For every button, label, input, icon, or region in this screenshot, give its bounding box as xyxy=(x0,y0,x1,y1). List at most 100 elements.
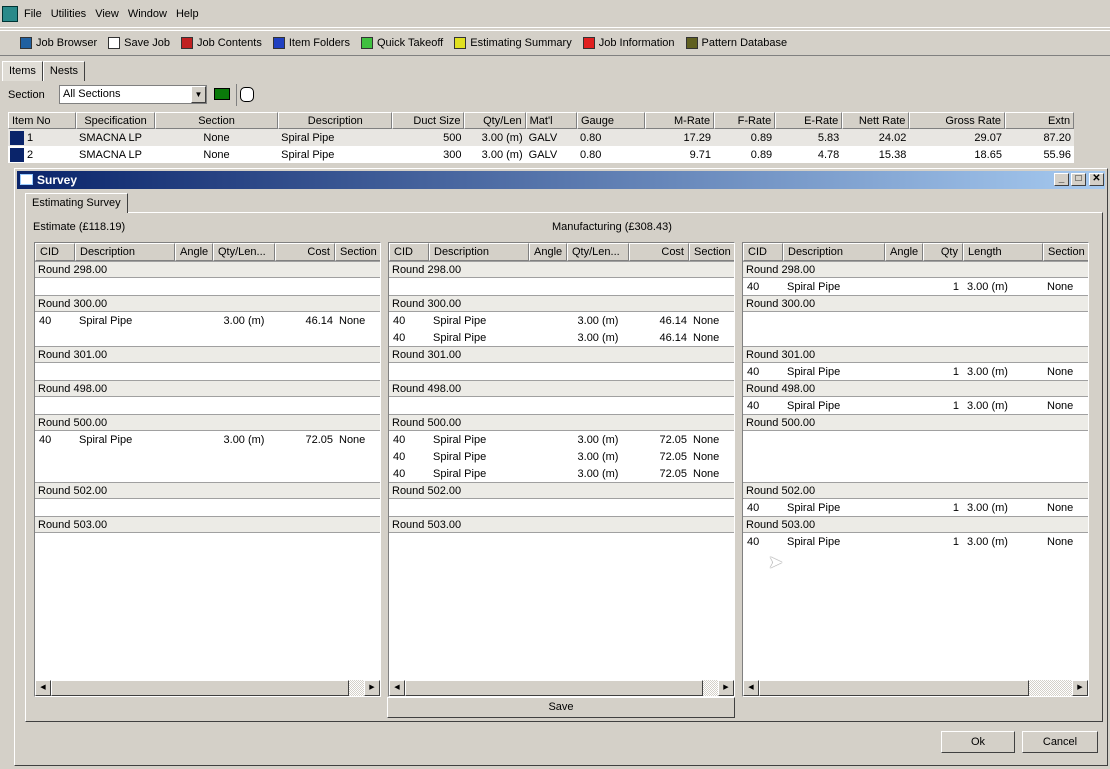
toolbar-button-pattern-database[interactable]: Pattern Database xyxy=(685,37,787,49)
table-row[interactable]: 2 SMACNA LP None Spiral Pipe 300 3.00 (m) GALV… xyxy=(8,146,1074,163)
column-header[interactable]: Duct Size xyxy=(392,112,465,129)
column-header[interactable]: Length xyxy=(963,243,1043,261)
list-item[interactable]: 40 Spiral Pipe 3.00 (m) 46.14 None xyxy=(389,312,734,329)
horizontal-scrollbar[interactable]: ◀ ▶ xyxy=(743,680,1088,696)
save-button[interactable]: Save xyxy=(387,697,735,718)
column-header[interactable]: Angle xyxy=(885,243,923,261)
ok-button[interactable]: Ok xyxy=(941,731,1015,753)
column-header[interactable]: Item No xyxy=(8,112,77,129)
column-header[interactable]: Extn xyxy=(1005,112,1075,129)
group-header[interactable]: Round 502.00 xyxy=(389,482,734,499)
toolbar-button-estimating-summary[interactable]: Estimating Summary xyxy=(454,37,572,49)
group-header[interactable]: Round 500.00 xyxy=(35,414,380,431)
group-header[interactable]: Round 300.00 xyxy=(389,295,734,312)
horizontal-scrollbar[interactable]: ◀ ▶ xyxy=(35,680,380,696)
column-header[interactable]: CID xyxy=(35,243,75,261)
column-header[interactable]: Nett Rate xyxy=(842,112,910,129)
chevron-down-icon[interactable]: ▼ xyxy=(191,86,206,103)
scroll-left-icon[interactable]: ◀ xyxy=(743,680,759,696)
horizontal-scrollbar[interactable]: ◀ ▶ xyxy=(389,680,734,696)
column-header[interactable]: Specification xyxy=(76,112,155,129)
column-header[interactable]: Mat'l xyxy=(525,112,577,129)
column-header[interactable]: Section xyxy=(335,243,380,261)
column-header[interactable]: Gauge xyxy=(576,112,646,129)
list-item[interactable]: 40 Spiral Pipe 3.00 (m) 46.14 None xyxy=(35,312,380,329)
menu-window[interactable]: Window xyxy=(127,7,167,20)
scroll-thumb[interactable] xyxy=(405,680,703,696)
toolbar-button-job-browser[interactable]: Job Browser xyxy=(20,37,97,49)
toolbar-button-save-job[interactable]: Save Job xyxy=(108,37,170,49)
group-header[interactable]: Round 500.00 xyxy=(743,414,1088,431)
list-item[interactable]: 40 Spiral Pipe 3.00 (m) 72.05 None xyxy=(389,431,734,448)
list-item[interactable]: 40 Spiral Pipe 1 3.00 (m) None xyxy=(743,363,1088,380)
cancel-button[interactable]: Cancel xyxy=(1022,731,1098,753)
column-header[interactable]: CID xyxy=(743,243,783,261)
list-item[interactable]: 40 Spiral Pipe 3.00 (m) 72.05 None xyxy=(389,465,734,482)
scroll-thumb[interactable] xyxy=(51,680,349,696)
list-item[interactable]: 40 Spiral Pipe 1 3.00 (m) None xyxy=(743,533,1088,550)
group-header[interactable]: Round 301.00 xyxy=(35,346,380,363)
menu-file[interactable]: File xyxy=(24,7,42,20)
list-item[interactable]: 40 Spiral Pipe 3.00 (m) 72.05 None xyxy=(35,431,380,448)
group-header[interactable]: Round 502.00 xyxy=(35,482,380,499)
column-header[interactable]: E-Rate xyxy=(775,112,843,129)
column-header[interactable]: Qty/Len xyxy=(464,112,526,129)
group-header[interactable]: Round 301.00 xyxy=(743,346,1088,363)
scroll-thumb[interactable] xyxy=(759,680,1029,696)
toolbar-button-quick-takeoff[interactable]: Quick Takeoff xyxy=(360,37,443,49)
column-header[interactable]: Section xyxy=(1043,243,1088,261)
group-header[interactable]: Round 300.00 xyxy=(743,295,1088,312)
scroll-track[interactable] xyxy=(349,680,364,696)
group-header[interactable]: Round 298.00 xyxy=(389,261,734,278)
group-header[interactable]: Round 502.00 xyxy=(743,482,1088,499)
close-button[interactable]: ✕ xyxy=(1089,173,1104,186)
group-header[interactable]: Round 498.00 xyxy=(35,380,380,397)
column-header[interactable]: F-Rate xyxy=(714,112,776,129)
tab-estimating-survey[interactable]: Estimating Survey xyxy=(25,193,128,213)
minimize-button[interactable]: _ xyxy=(1054,173,1069,186)
column-header[interactable]: Section xyxy=(154,112,279,129)
scroll-track[interactable] xyxy=(703,680,718,696)
list-item[interactable]: 40 Spiral Pipe 1 3.00 (m) None xyxy=(743,397,1088,414)
tab-nests[interactable]: Nests xyxy=(42,61,86,81)
column-header[interactable]: Description xyxy=(429,243,529,261)
group-header[interactable]: Round 301.00 xyxy=(389,346,734,363)
maximize-button[interactable]: □ xyxy=(1071,173,1086,186)
group-header[interactable]: Round 498.00 xyxy=(389,380,734,397)
list-item[interactable]: 40 Spiral Pipe 3.00 (m) 72.05 None xyxy=(389,448,734,465)
add-section-icon[interactable] xyxy=(214,88,230,100)
group-header[interactable]: Round 498.00 xyxy=(743,380,1088,397)
list-item[interactable]: 40 Spiral Pipe 1 3.00 (m) None xyxy=(743,499,1088,516)
column-header[interactable]: M-Rate xyxy=(645,112,715,129)
column-header[interactable]: Cost xyxy=(629,243,689,261)
column-header[interactable]: Gross Rate xyxy=(909,112,1006,129)
column-header[interactable]: Description xyxy=(783,243,885,261)
group-header[interactable]: Round 503.00 xyxy=(743,516,1088,533)
section-select[interactable]: All Sections ▼ xyxy=(59,85,207,104)
section-settings-icon[interactable] xyxy=(240,87,254,102)
column-header[interactable]: CID xyxy=(389,243,429,261)
menu-utilities[interactable]: Utilities xyxy=(50,7,87,20)
column-header[interactable]: Section xyxy=(689,243,734,261)
toolbar-button-item-folders[interactable]: Item Folders xyxy=(272,37,350,49)
column-header[interactable]: Qty/Len... xyxy=(213,243,275,261)
estimate-list[interactable]: CID Description Angle Qty/Len... Cost Section… xyxy=(34,242,381,697)
tab-items[interactable]: Items xyxy=(2,61,43,81)
survey-items-list[interactable]: CID Description Angle Qty Length Section Round… xyxy=(742,242,1089,697)
column-header[interactable]: Cost xyxy=(275,243,335,261)
group-header[interactable]: Round 298.00 xyxy=(35,261,380,278)
group-header[interactable]: Round 300.00 xyxy=(35,295,380,312)
group-header[interactable]: Round 298.00 xyxy=(743,261,1088,278)
scroll-right-icon[interactable]: ▶ xyxy=(718,680,734,696)
toolbar-button-job-contents[interactable]: Job Contents xyxy=(181,37,262,49)
column-header[interactable]: Description xyxy=(278,112,393,129)
table-row[interactable]: 1 SMACNA LP None Spiral Pipe 500 3.00 (m) GALV… xyxy=(8,129,1074,146)
list-item[interactable]: 40 Spiral Pipe 1 3.00 (m) None xyxy=(743,278,1088,295)
column-header[interactable]: Angle xyxy=(175,243,213,261)
scroll-right-icon[interactable]: ▶ xyxy=(1072,680,1088,696)
column-header[interactable]: Description xyxy=(75,243,175,261)
scroll-track[interactable] xyxy=(1029,680,1072,696)
menu-view[interactable]: View xyxy=(95,7,119,20)
manufacturing-list[interactable]: CID Description Angle Qty/Len... Cost Section… xyxy=(388,242,735,697)
scroll-right-icon[interactable]: ▶ xyxy=(364,680,380,696)
